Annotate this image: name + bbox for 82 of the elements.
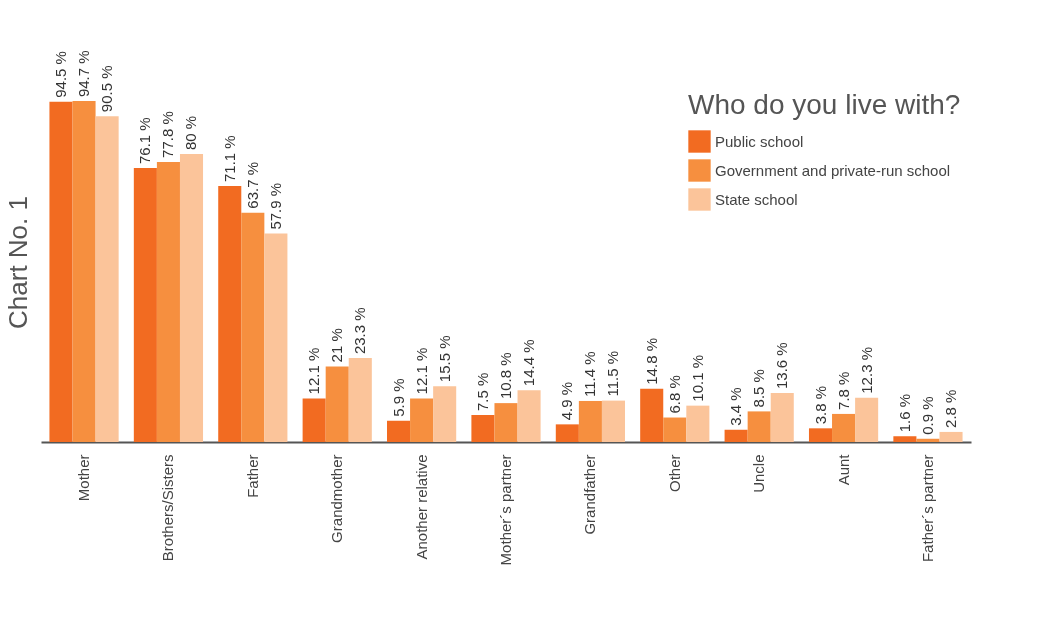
legend-title: Who do you live with?: [688, 89, 961, 120]
x-tick-label: Another relative: [412, 454, 430, 560]
data-label: 11.4 %: [581, 351, 599, 397]
x-tick-label: Aunt: [834, 453, 852, 486]
data-label: 10.8 %: [497, 352, 514, 400]
x-tick-label: Father: [243, 454, 261, 498]
bar: [724, 429, 748, 442]
bar: [494, 403, 518, 442]
x-tick-label: Grandfather: [581, 454, 599, 535]
data-label: 23.3 %: [351, 307, 369, 355]
legend-label: State school: [715, 190, 798, 208]
bar: [747, 411, 771, 442]
x-tick-label: Father´s partner: [918, 454, 936, 563]
x-tick-label: Grandmother: [328, 454, 346, 543]
legend-label: Government and private-run school: [715, 161, 951, 179]
bar: [179, 154, 204, 442]
bar: [916, 438, 940, 442]
data-label: 8.5 %: [750, 369, 768, 408]
x-tick-label: Mother: [75, 454, 93, 502]
bar: [264, 233, 288, 442]
data-label: 15.5 %: [435, 335, 453, 383]
data-label: 13.6 %: [773, 342, 791, 390]
bar: [555, 424, 579, 442]
bar: [49, 101, 73, 442]
data-label: 77.8 %: [159, 111, 177, 158]
bar: [241, 212, 265, 442]
legend-label: Public school: [715, 132, 804, 150]
data-label: 7.8 %: [834, 371, 852, 410]
bar: [770, 393, 794, 442]
bar: [302, 398, 326, 442]
data-label: 57.9 %: [266, 182, 284, 230]
data-label: 1.6 %: [895, 393, 913, 433]
data-label: 3.4 %: [727, 387, 745, 426]
bar: [433, 386, 457, 442]
data-label: 90.5 %: [98, 65, 116, 113]
bar: [133, 168, 157, 442]
x-tick-label: Uncle: [750, 454, 768, 493]
data-label: 12.1 %: [412, 347, 430, 395]
data-label: 7.5 %: [473, 372, 491, 411]
data-label: 71.1 %: [220, 135, 238, 183]
data-label: 76.1 %: [136, 117, 154, 165]
data-label: 10.1 %: [688, 354, 706, 402]
data-label: 12.1 %: [305, 347, 323, 395]
data-label: 80 %: [182, 115, 200, 150]
bar: [72, 101, 96, 442]
y-axis-title: Chart No. 1: [2, 196, 33, 329]
data-label: 21 %: [328, 328, 346, 363]
data-label: 0.9 %: [918, 396, 936, 435]
data-label: 14.4 %: [520, 339, 538, 387]
bar: [410, 398, 434, 442]
bar: [832, 413, 856, 442]
x-tick-label: Mother´s partner: [497, 454, 514, 566]
bar: [808, 428, 833, 442]
data-label: 4.9 %: [558, 382, 576, 421]
data-label: 11.5 %: [604, 351, 622, 397]
bar: [471, 415, 495, 442]
bar: [939, 431, 963, 442]
data-label: 3.8 %: [811, 385, 829, 425]
bar: [893, 436, 917, 442]
data-label: 12.3 %: [857, 347, 875, 394]
data-label: 63.7 %: [243, 161, 261, 209]
data-label: 14.8 %: [642, 338, 660, 385]
bar: [218, 186, 242, 442]
data-label: 94.5 %: [51, 51, 69, 98]
data-label: 6.8 %: [665, 375, 683, 414]
bar: [95, 116, 119, 442]
data-label: 5.9 %: [389, 378, 407, 417]
x-tick-label: Other: [665, 454, 683, 493]
bar: [517, 390, 541, 442]
bar: [640, 388, 664, 442]
bar: [325, 366, 349, 442]
x-tick-label: Brothers/Sisters: [159, 454, 177, 562]
bar: [387, 420, 411, 442]
bar: [348, 358, 372, 442]
bar: [686, 405, 710, 442]
bar: [663, 417, 687, 442]
data-label: 94.7 %: [75, 50, 93, 98]
bar: [855, 397, 879, 442]
data-label: 2.8 %: [942, 389, 960, 428]
bar: [156, 161, 180, 442]
bar: [601, 400, 625, 442]
bar: [578, 400, 602, 442]
